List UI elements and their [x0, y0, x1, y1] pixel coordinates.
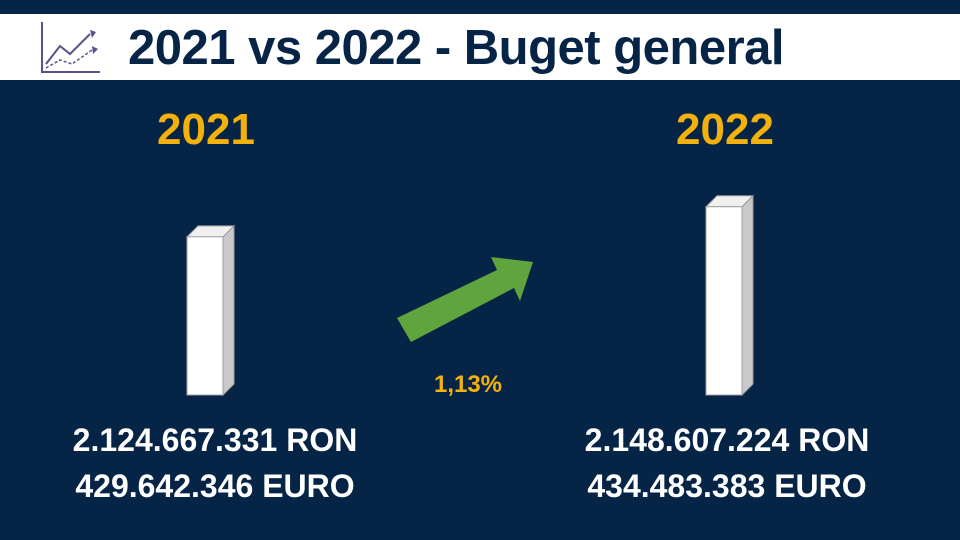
change-percent-label: 1,13% — [433, 371, 503, 398]
top-strip — [0, 0, 960, 14]
value-label-ron-2022: 2.148.607.224 RON — [584, 422, 870, 458]
value-label-euro-2021: 429.642.346 EURO — [75, 468, 355, 504]
page-title: 2021 vs 2022 - Buget general — [128, 21, 785, 75]
bar-2022 — [704, 194, 755, 397]
value-label-euro-2022: 434.483.383 EURO — [587, 468, 867, 504]
value-label-ron-2021: 2.124.667.331 RON — [72, 422, 358, 458]
line-chart-icon — [41, 22, 100, 73]
bar-front-2021 — [186, 236, 224, 396]
category-label-2021: 2021 — [157, 105, 255, 154]
bar-side-2022 — [741, 194, 754, 397]
bar-side-2021 — [222, 224, 235, 397]
category-label-2022: 2022 — [676, 105, 774, 154]
trend-arrow-up-icon — [397, 257, 533, 342]
bar-front-2022 — [705, 206, 743, 396]
title-bar: 2021 vs 2022 - Buget general — [0, 14, 960, 80]
bar-2021 — [185, 224, 236, 397]
